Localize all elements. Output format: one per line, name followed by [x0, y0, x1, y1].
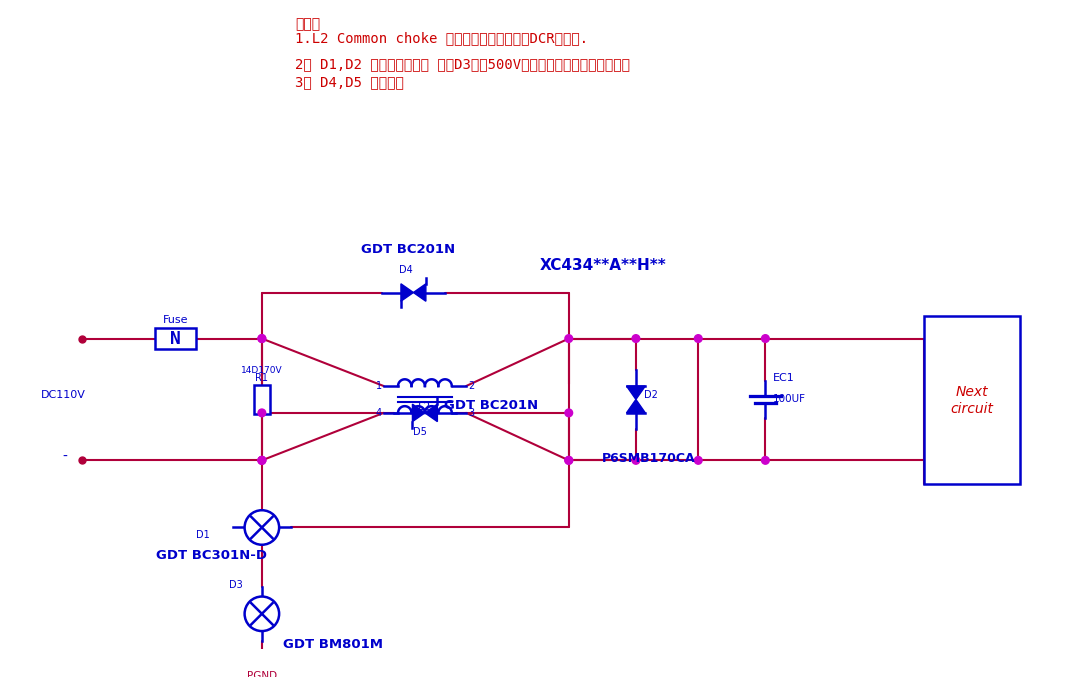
Text: EC1: EC1: [773, 373, 795, 383]
Text: 3． D4,D5 退耦作用: 3． D4,D5 退耦作用: [296, 74, 404, 89]
Circle shape: [761, 456, 769, 464]
Text: D3: D3: [229, 580, 243, 590]
Text: 4: 4: [376, 408, 381, 418]
Polygon shape: [626, 399, 646, 413]
Text: GDT BC201N: GDT BC201N: [444, 399, 538, 412]
Text: 2: 2: [468, 381, 474, 391]
Bar: [254, 385, 270, 414]
Text: D2: D2: [644, 390, 658, 399]
Circle shape: [244, 596, 279, 631]
Circle shape: [761, 334, 769, 343]
Text: D5: D5: [414, 427, 427, 437]
Text: 14D170V: 14D170V: [241, 366, 283, 374]
Text: D1: D1: [197, 530, 211, 540]
Text: Fuse: Fuse: [163, 315, 188, 325]
Text: D4: D4: [399, 265, 413, 276]
Circle shape: [258, 456, 266, 464]
Text: 3: 3: [468, 408, 474, 418]
Text: DC110V: DC110V: [41, 390, 86, 399]
Text: GDT BM801M: GDT BM801M: [283, 638, 383, 651]
Circle shape: [258, 456, 266, 464]
Circle shape: [632, 456, 639, 464]
Text: L2: L2: [418, 402, 432, 412]
Text: P6SMB170CA: P6SMB170CA: [603, 452, 696, 465]
Text: Next
circuit: Next circuit: [950, 385, 994, 416]
Text: GDT BC301N-D: GDT BC301N-D: [157, 548, 268, 562]
Polygon shape: [401, 284, 414, 301]
Bar: [923, 316, 1020, 484]
Text: PGND: PGND: [247, 672, 276, 677]
Text: N: N: [171, 330, 181, 347]
Text: 100UF: 100UF: [773, 395, 806, 404]
Circle shape: [565, 334, 572, 343]
Circle shape: [244, 510, 279, 545]
Circle shape: [258, 334, 266, 343]
Circle shape: [258, 334, 266, 343]
Circle shape: [258, 456, 266, 464]
Text: 备注：: 备注：: [296, 17, 321, 31]
Circle shape: [694, 334, 702, 343]
Text: 1: 1: [376, 381, 381, 391]
Circle shape: [565, 409, 572, 417]
Circle shape: [258, 409, 266, 417]
Polygon shape: [424, 404, 437, 422]
Text: XC434**A**H**: XC434**A**H**: [540, 259, 666, 274]
Text: -: -: [63, 450, 67, 464]
Text: 1.L2 Common choke 的选型，注意电流以及DCR的大小.: 1.L2 Common choke 的选型，注意电流以及DCR的大小.: [296, 32, 589, 45]
Text: R1: R1: [255, 373, 268, 383]
Circle shape: [565, 456, 572, 464]
Polygon shape: [626, 386, 646, 399]
Text: GDT BC201N: GDT BC201N: [361, 243, 455, 256]
Circle shape: [565, 456, 572, 464]
Circle shape: [694, 456, 702, 464]
Text: 2． D1,D2 ，为防雷模块。 其中D3测试500V络缘阻抗所增加（接地外壳）: 2． D1,D2 ，为防雷模块。 其中D3测试500V络缘阻抗所增加（接地外壳）: [296, 58, 631, 72]
Polygon shape: [413, 404, 424, 422]
Polygon shape: [414, 284, 426, 301]
Bar: [156, 328, 195, 349]
Circle shape: [632, 334, 639, 343]
